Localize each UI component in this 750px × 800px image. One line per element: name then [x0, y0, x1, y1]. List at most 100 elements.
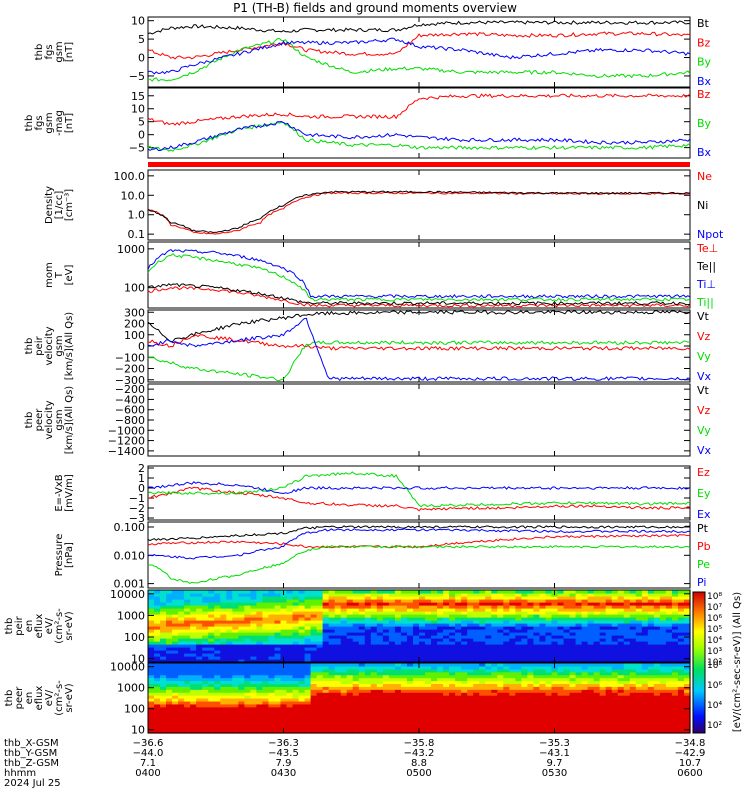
fgs_gsm-ytick-label: −5: [129, 70, 145, 83]
footer-row-label: thb_X-GSM: [4, 738, 59, 749]
temperature-ytick-label: 1000: [117, 243, 145, 256]
peir_eflux-ylabel: peir: [14, 615, 25, 635]
efield-series-ex: [148, 481, 691, 495]
footer-value: −35.8: [404, 738, 435, 749]
footer-value: 0500: [406, 768, 431, 779]
footer-value: 10.7: [679, 758, 701, 769]
fgs_gsm-ylabel: fgs: [44, 44, 55, 59]
density-ytick-label: 100.0: [114, 170, 146, 183]
peer_eflux-spectrogram: [148, 663, 691, 734]
peer_eflux-ylabel: en: [24, 692, 35, 705]
density-ylabel: [cm⁻³]: [64, 189, 75, 221]
peir_velocity-ylabel: [km/s](All Qs): [64, 312, 75, 380]
efield-frame: [147, 465, 691, 521]
peir_eflux-ytick-label: 1000: [117, 609, 145, 622]
peir_velocity-ylabel: thb: [24, 338, 35, 355]
density-frame: [147, 169, 691, 241]
footer-value: 7.1: [140, 758, 156, 769]
peer_eflux-ytick-label: 1000: [117, 682, 145, 695]
panel-peer_velocity: −200−400−600−800−1000−1200−1400 thb peer ve…: [24, 383, 712, 458]
pressure-series-pe: [147, 545, 691, 584]
colorbar-tick: 10⁴: [707, 636, 722, 646]
peer_velocity-ytick-label: −1000: [108, 424, 145, 437]
peer_velocity-ytick-label: −400: [115, 393, 145, 406]
peer_eflux-ytick-label: 10000: [110, 661, 145, 674]
density-ylabel: Density: [44, 186, 55, 224]
peir_velocity-series-vt: [147, 309, 691, 343]
temperature-series-te: [147, 283, 691, 306]
legend-pressure-1: Pb: [697, 540, 711, 553]
footer-value: −44.0: [133, 748, 164, 759]
peer_velocity-ylabel: gsm: [54, 409, 65, 430]
temperature-ytick-label: 100: [124, 282, 145, 295]
colorbar-tick: 10⁴: [707, 701, 722, 711]
panel-pressure: 0.100 0.010 0.001 Pressure [nPa] Pt Pb Pe Pi: [54, 521, 711, 591]
temperature-ylabel: T: [54, 271, 65, 279]
fgs_gsm-series-bx: [147, 37, 691, 75]
footer-value: −36.3: [268, 738, 299, 749]
efield-ylabel: E=-VxB: [54, 474, 65, 511]
footer-value: −42.9: [675, 748, 706, 759]
pressure-ytick-label: 0.001: [114, 578, 146, 591]
peer_eflux-ytick-label: 100: [124, 703, 145, 716]
fgs_gsm_mag-series-bz: [147, 93, 691, 126]
plot-title: P1 (TH-B) fields and ground moments over…: [233, 1, 517, 15]
peir_eflux-ytick-label: 10: [131, 653, 145, 666]
pressure-series-pt: [147, 525, 691, 542]
fgs_gsm_mag-ytick-label: 10: [131, 103, 145, 116]
temperature-series-te: [147, 286, 691, 308]
fgs_gsm-frame: [147, 16, 691, 88]
fgs_gsm-ylabel: gsm: [54, 41, 65, 62]
peir_velocity-series-vz: [147, 334, 691, 351]
peer_velocity-ytick-label: −1400: [108, 445, 145, 458]
footer-value: −35.3: [539, 738, 570, 749]
colorbar-tick: 10⁸: [707, 592, 722, 602]
legend-fgs_gsm_mag-0: Bz: [697, 88, 711, 101]
footer-value: −36.6: [133, 738, 164, 749]
legend-fgs_gsm-1: Bz: [697, 36, 711, 49]
fgs_gsm_mag-ylabel: gsm: [44, 112, 55, 133]
legend-temperature-2: Ti⊥: [696, 278, 716, 291]
peer_velocity-ylabel: thb: [24, 412, 35, 429]
fgs_gsm_mag-ytick-label: 15: [131, 90, 145, 103]
fgs_gsm-ytick-label: 10: [131, 15, 145, 28]
footer-value: 0530: [542, 768, 567, 779]
peer_eflux-ylabel: sr-eV): [64, 683, 75, 712]
pressure-ytick-label: 0.010: [114, 549, 146, 562]
colorbar-tick: 10³: [707, 647, 722, 657]
peer_velocity-ylabel: velocity: [44, 400, 55, 439]
fgs_gsm_mag-series-bx: [147, 120, 691, 151]
efield-ytick-label: 1: [138, 472, 145, 485]
footer-value: −43.1: [539, 748, 570, 759]
fgs_gsm-series-by: [147, 37, 691, 82]
footer-value: −43.5: [268, 748, 299, 759]
legend-pressure-2: Pe: [697, 558, 710, 571]
density-ytick-label: 10.0: [121, 189, 146, 202]
fgs_gsm-ylabel: [nT]: [64, 42, 75, 62]
footer-value: 7.9: [276, 758, 292, 769]
fgs_gsm_mag-ylabel: thb: [24, 115, 35, 132]
footer-row-label: hhmm: [4, 768, 36, 779]
peir_eflux-ylabel: thb: [4, 618, 15, 635]
peir_eflux-ytick-label: 100: [124, 631, 145, 644]
peir_eflux-ylabel: eflux: [34, 614, 45, 639]
temperature-series-ti: [147, 249, 691, 299]
peer_velocity-ylabel: [km/s](All Qs): [64, 386, 75, 454]
efield-ytick-label: 2: [138, 462, 145, 475]
panel-density: 100.0 10.0 1.0 0.1 Density [1/cc] [cm⁻³] Ne Ni Np…: [44, 169, 724, 241]
peir_velocity-ytick-label: 0: [138, 340, 145, 353]
panel-temperature: 1000 100 mom T [eV] Te⊥ Te|| Ti⊥ Ti||: [44, 241, 718, 309]
fgs_gsm_mag-ytick-label: −5: [129, 142, 145, 155]
legend-peir_velocity-2: Vy: [697, 350, 711, 363]
efield-series-ey: [147, 471, 691, 508]
pressure-ylabel: Pressure: [54, 534, 65, 577]
legend-peer_velocity-1: Vz: [697, 404, 711, 417]
red-status-bar: [148, 162, 690, 167]
peer_eflux-ylabel: eflux: [34, 686, 45, 711]
peir_velocity-series-vy: [147, 339, 690, 382]
peer_velocity-ytick-label: −600: [115, 404, 145, 417]
peir_velocity-ytick-label: 100: [124, 329, 145, 342]
peir_velocity-ylabel: velocity: [44, 326, 55, 365]
